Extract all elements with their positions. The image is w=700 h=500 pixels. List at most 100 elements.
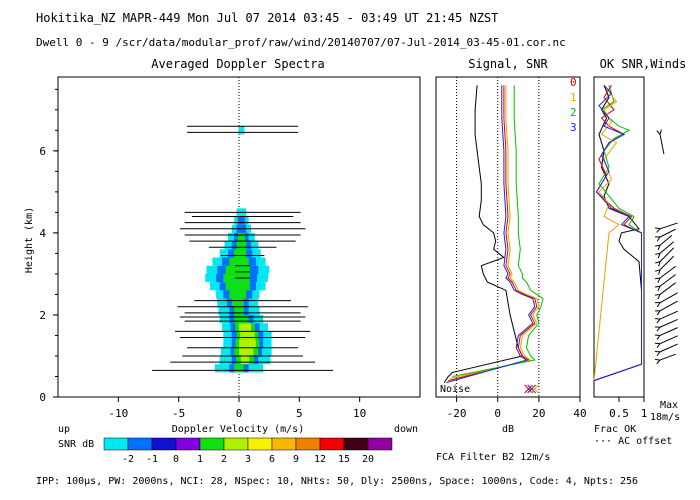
wind-vector xyxy=(659,282,676,295)
wind-arrowhead xyxy=(656,318,661,324)
y-tick-label: 4 xyxy=(39,227,46,240)
wind-arrowhead xyxy=(656,302,661,308)
wind-arrowhead xyxy=(655,261,661,264)
wind-arrowhead xyxy=(656,335,661,340)
colorbar-tick-label: 15 xyxy=(338,454,350,465)
colorbar-swatch xyxy=(319,437,345,451)
header-line-2: Dwell 0 - 9 /scr/data/modular_prof/raw/w… xyxy=(36,36,566,49)
frac-ok-line xyxy=(593,88,620,381)
wind-vector xyxy=(659,247,675,262)
wind-arrowhead xyxy=(657,294,661,300)
colorbar-swatch xyxy=(127,437,153,451)
wind-vector xyxy=(659,353,676,361)
wind-arrowhead xyxy=(655,269,661,272)
colorbar-swatch xyxy=(271,437,297,451)
x-tick-label: 1 xyxy=(641,407,648,420)
wind-arrowhead xyxy=(657,286,661,291)
legend-entry: 0 xyxy=(570,76,577,89)
signal-plot: -20 0 20 40 xyxy=(443,77,587,420)
colorbar-swatch xyxy=(247,437,273,451)
spectrum-cell xyxy=(234,306,244,315)
signal-line-noise-black xyxy=(443,85,524,383)
spectra-plot: -10 -5 0 5 10 0 2 4 6 xyxy=(39,77,366,420)
max-speed-label: 18m/s xyxy=(650,412,680,423)
y-tick-label: 2 xyxy=(39,309,46,322)
colorbar-tick-label: 9 xyxy=(293,454,299,465)
wind-vector xyxy=(659,327,678,336)
wind-arrowhead xyxy=(654,293,661,296)
wind-arrowhead xyxy=(654,244,661,247)
wind-arrowhead xyxy=(659,129,662,135)
x-tick-label: 0.5 xyxy=(609,407,629,420)
spectrum-cell xyxy=(234,249,247,258)
noise-label: Noise xyxy=(440,384,470,395)
wind-arrowhead xyxy=(656,228,661,233)
colorbar-swatch xyxy=(367,437,393,451)
y-tick-label: 0 xyxy=(39,391,46,404)
wind-arrowhead xyxy=(656,130,661,135)
spectrum-cell xyxy=(239,339,256,348)
wind-arrowhead xyxy=(658,261,661,267)
noise-marker xyxy=(527,384,536,394)
x-tick-label: 40 xyxy=(573,407,586,420)
spectra-title: Averaged Doppler Spectra xyxy=(151,57,324,71)
header-line-1: Hokitika_NZ MAPR-449 Mon Jul 07 2014 03:… xyxy=(36,11,498,25)
spectrum-cell xyxy=(240,355,250,365)
winds-plot: 0 1 2 3 0.5 1 xyxy=(570,76,678,420)
wind-arrowhead xyxy=(657,245,661,251)
frac-ok-label: Frac OK xyxy=(594,424,636,435)
frac-ok-line xyxy=(593,84,642,382)
frac-ok-line xyxy=(593,85,642,382)
signal-xlabel: dB xyxy=(502,424,514,435)
spectrum-cell xyxy=(234,364,244,373)
colorbar-swatch xyxy=(103,437,129,451)
colorbar-swatch xyxy=(151,437,177,451)
wind-vector xyxy=(659,335,678,345)
spectra-down-label: down xyxy=(394,424,418,435)
wind-vector xyxy=(659,241,675,254)
wind-vector xyxy=(659,228,676,238)
signal-line-blue xyxy=(446,85,536,384)
spectrum-cell xyxy=(229,290,247,299)
wind-arrowhead xyxy=(655,252,661,255)
spectrum-cell xyxy=(238,126,245,135)
x-tick-label: 5 xyxy=(296,407,303,420)
colorbar-tick-label: 6 xyxy=(269,454,275,465)
x-tick-label: 20 xyxy=(532,407,545,420)
snr-colorbar: -2 -1 0 1 2 3 6 9 12 15 20 xyxy=(103,437,393,465)
signal-line-orange xyxy=(450,85,540,379)
spectrum-cell xyxy=(225,265,250,274)
wind-arrowhead xyxy=(654,358,661,361)
wind-vector xyxy=(659,310,678,320)
x-tick-label: 0 xyxy=(236,407,243,420)
colorbar-tick-label: 0 xyxy=(173,454,179,465)
colorbar-tick-label: 20 xyxy=(362,454,374,465)
x-tick-label: 10 xyxy=(353,407,366,420)
max-label: Max xyxy=(660,400,678,411)
spectrum-cell xyxy=(237,216,246,225)
colorbar-tick-label: -1 xyxy=(146,454,158,465)
legend-entry: 3 xyxy=(570,121,577,134)
wind-vector xyxy=(659,300,678,312)
colorbar-swatch xyxy=(223,437,249,451)
x-tick-label: 0 xyxy=(494,407,501,420)
colorbar-swatch xyxy=(175,437,201,451)
noise-marker xyxy=(530,384,539,394)
spectrum-cell xyxy=(231,298,244,307)
colorbar-tick-label: 12 xyxy=(314,454,326,465)
wind-arrowhead xyxy=(656,326,661,332)
spectra-up-label: up xyxy=(58,424,70,435)
winds-frame xyxy=(593,76,645,398)
wind-vector xyxy=(659,318,678,328)
spectrum-cell xyxy=(240,331,255,340)
wind-arrowhead xyxy=(654,285,661,288)
wind-arrowhead xyxy=(658,269,661,275)
ac-offset-label: ··· AC offset xyxy=(594,436,672,447)
colorbar-tick-label: -2 xyxy=(122,454,134,465)
wind-arrowhead xyxy=(656,236,661,242)
wind-vector xyxy=(659,235,673,246)
signal-frame xyxy=(435,76,581,398)
wind-arrowhead xyxy=(656,351,661,357)
signal-line-red xyxy=(448,85,538,382)
colorbar-label: SNR dB xyxy=(58,439,94,450)
